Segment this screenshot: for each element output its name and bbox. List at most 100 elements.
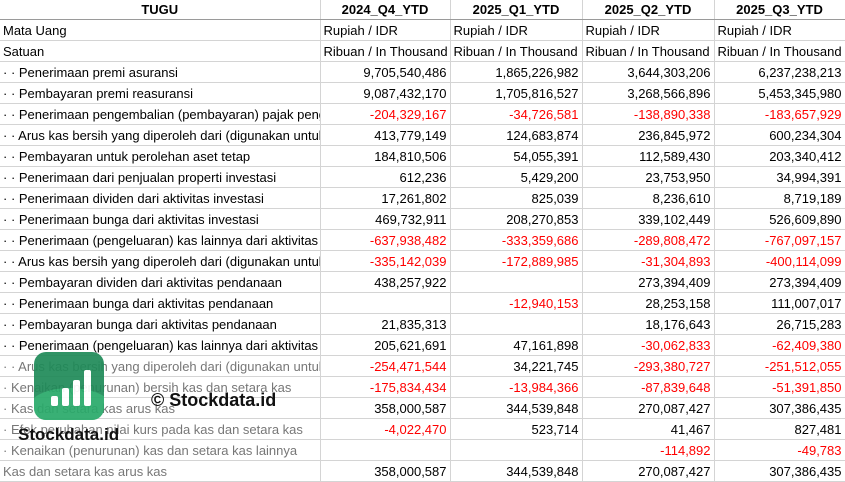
header-period-2024-q4[interactable]: 2024_Q4_YTD bbox=[320, 0, 451, 20]
value-cell[interactable]: 124,683,874 bbox=[450, 124, 583, 146]
value-cell[interactable]: -30,062,833 bbox=[582, 334, 715, 356]
header-period-2025-q2[interactable]: 2025_Q2_YTD bbox=[582, 0, 715, 20]
value-cell[interactable] bbox=[320, 439, 451, 461]
value-cell[interactable]: Ribuan / In Thousand bbox=[320, 40, 451, 62]
value-cell[interactable]: -87,839,648 bbox=[582, 376, 715, 398]
value-cell[interactable] bbox=[450, 439, 583, 461]
value-cell[interactable]: 5,453,345,980 bbox=[714, 82, 845, 104]
value-cell[interactable]: 203,340,412 bbox=[714, 145, 845, 167]
value-cell[interactable] bbox=[320, 292, 451, 314]
value-cell[interactable]: 28,253,158 bbox=[582, 292, 715, 314]
value-cell[interactable]: 1,865,226,982 bbox=[450, 61, 583, 83]
header-company[interactable]: TUGU bbox=[0, 0, 321, 20]
value-cell[interactable]: -767,097,157 bbox=[714, 229, 845, 251]
value-cell[interactable]: 34,994,391 bbox=[714, 166, 845, 188]
value-cell[interactable]: -114,892 bbox=[582, 439, 715, 461]
value-cell[interactable]: 184,810,506 bbox=[320, 145, 451, 167]
value-cell[interactable] bbox=[450, 313, 583, 335]
value-cell[interactable]: 612,236 bbox=[320, 166, 451, 188]
value-cell[interactable]: 339,102,449 bbox=[582, 208, 715, 230]
value-cell[interactable]: 3,644,303,206 bbox=[582, 61, 715, 83]
value-cell[interactable]: 358,000,587 bbox=[320, 397, 451, 419]
value-cell[interactable]: 9,705,540,486 bbox=[320, 61, 451, 83]
row-label[interactable]: · Efek perubahan nilai kurs pada kas dan… bbox=[0, 418, 321, 440]
row-label[interactable]: · · Pembayaran bunga dari aktivitas pend… bbox=[0, 313, 321, 335]
value-cell[interactable]: -51,391,850 bbox=[714, 376, 845, 398]
row-label[interactable]: · · Penerimaan bunga dari aktivitas pend… bbox=[0, 292, 321, 314]
row-label[interactable]: · · Penerimaan (pengeluaran) kas lainnya… bbox=[0, 334, 321, 356]
row-label[interactable]: · · Penerimaan premi asuransi bbox=[0, 61, 321, 83]
value-cell[interactable]: 270,087,427 bbox=[582, 460, 715, 482]
value-cell[interactable]: 8,236,610 bbox=[582, 187, 715, 209]
value-cell[interactable]: -293,380,727 bbox=[582, 355, 715, 377]
row-label[interactable]: · · Penerimaan bunga dari aktivitas inve… bbox=[0, 208, 321, 230]
row-label[interactable]: · · Penerimaan dividen dari aktivitas in… bbox=[0, 187, 321, 209]
value-cell[interactable]: 273,394,409 bbox=[582, 271, 715, 293]
row-label[interactable]: · · Pembayaran dividen dari aktivitas pe… bbox=[0, 271, 321, 293]
value-cell[interactable]: -251,512,055 bbox=[714, 355, 845, 377]
value-cell[interactable]: -175,834,434 bbox=[320, 376, 451, 398]
value-cell[interactable]: 600,234,304 bbox=[714, 124, 845, 146]
value-cell[interactable]: -333,359,686 bbox=[450, 229, 583, 251]
value-cell[interactable]: -254,471,544 bbox=[320, 355, 451, 377]
value-cell[interactable]: -289,808,472 bbox=[582, 229, 715, 251]
value-cell[interactable]: -637,938,482 bbox=[320, 229, 451, 251]
value-cell[interactable]: Rupiah / IDR bbox=[450, 19, 583, 41]
value-cell[interactable]: -4,022,470 bbox=[320, 418, 451, 440]
value-cell[interactable]: 21,835,313 bbox=[320, 313, 451, 335]
value-cell[interactable]: 26,715,283 bbox=[714, 313, 845, 335]
value-cell[interactable]: 526,609,890 bbox=[714, 208, 845, 230]
value-cell[interactable]: -183,657,929 bbox=[714, 103, 845, 125]
value-cell[interactable]: Ribuan / In Thousand bbox=[714, 40, 845, 62]
value-cell[interactable]: 469,732,911 bbox=[320, 208, 451, 230]
value-cell[interactable]: -13,984,366 bbox=[450, 376, 583, 398]
value-cell[interactable]: 307,386,435 bbox=[714, 460, 845, 482]
value-cell[interactable]: 273,394,409 bbox=[714, 271, 845, 293]
row-label[interactable]: Mata Uang bbox=[0, 19, 321, 41]
value-cell[interactable]: -204,329,167 bbox=[320, 103, 451, 125]
row-label[interactable]: · · Pembayaran untuk perolehan aset teta… bbox=[0, 145, 321, 167]
value-cell[interactable]: 1,705,816,527 bbox=[450, 82, 583, 104]
value-cell[interactable]: 205,621,691 bbox=[320, 334, 451, 356]
value-cell[interactable]: 17,261,802 bbox=[320, 187, 451, 209]
value-cell[interactable]: Rupiah / IDR bbox=[582, 19, 715, 41]
value-cell[interactable]: 270,087,427 bbox=[582, 397, 715, 419]
value-cell[interactable]: -172,889,985 bbox=[450, 250, 583, 272]
value-cell[interactable]: 112,589,430 bbox=[582, 145, 715, 167]
value-cell[interactable]: 825,039 bbox=[450, 187, 583, 209]
value-cell[interactable]: -34,726,581 bbox=[450, 103, 583, 125]
row-label[interactable]: · · Penerimaan pengembalian (pembayaran)… bbox=[0, 103, 321, 125]
value-cell[interactable]: 438,257,922 bbox=[320, 271, 451, 293]
value-cell[interactable]: -138,890,338 bbox=[582, 103, 715, 125]
value-cell[interactable]: Ribuan / In Thousand bbox=[582, 40, 715, 62]
value-cell[interactable]: -335,142,039 bbox=[320, 250, 451, 272]
row-label[interactable]: · · Penerimaan dari penjualan properti i… bbox=[0, 166, 321, 188]
value-cell[interactable]: 5,429,200 bbox=[450, 166, 583, 188]
row-label[interactable]: Kas dan setara kas arus kas bbox=[0, 460, 321, 482]
value-cell[interactable]: 523,714 bbox=[450, 418, 583, 440]
header-period-2025-q1[interactable]: 2025_Q1_YTD bbox=[450, 0, 583, 20]
value-cell[interactable]: 358,000,587 bbox=[320, 460, 451, 482]
value-cell[interactable]: 208,270,853 bbox=[450, 208, 583, 230]
value-cell[interactable]: 9,087,432,170 bbox=[320, 82, 451, 104]
value-cell[interactable]: 23,753,950 bbox=[582, 166, 715, 188]
value-cell[interactable]: 344,539,848 bbox=[450, 460, 583, 482]
value-cell[interactable]: Rupiah / IDR bbox=[714, 19, 845, 41]
value-cell[interactable]: 8,719,189 bbox=[714, 187, 845, 209]
value-cell[interactable]: 827,481 bbox=[714, 418, 845, 440]
row-label[interactable]: · · Arus kas bersih yang diperoleh dari … bbox=[0, 124, 321, 146]
row-label[interactable]: · · Arus kas bersih yang diperoleh dari … bbox=[0, 250, 321, 272]
value-cell[interactable]: 47,161,898 bbox=[450, 334, 583, 356]
value-cell[interactable]: 6,237,238,213 bbox=[714, 61, 845, 83]
value-cell[interactable]: -62,409,380 bbox=[714, 334, 845, 356]
value-cell[interactable]: 307,386,435 bbox=[714, 397, 845, 419]
value-cell[interactable]: 3,268,566,896 bbox=[582, 82, 715, 104]
row-label[interactable]: · · Penerimaan (pengeluaran) kas lainnya… bbox=[0, 229, 321, 251]
row-label[interactable]: · · Pembayaran premi reasuransi bbox=[0, 82, 321, 104]
value-cell[interactable]: -12,940,153 bbox=[450, 292, 583, 314]
value-cell[interactable]: 236,845,972 bbox=[582, 124, 715, 146]
value-cell[interactable]: -31,304,893 bbox=[582, 250, 715, 272]
value-cell[interactable]: 34,221,745 bbox=[450, 355, 583, 377]
value-cell[interactable]: 111,007,017 bbox=[714, 292, 845, 314]
value-cell[interactable]: Ribuan / In Thousand bbox=[450, 40, 583, 62]
